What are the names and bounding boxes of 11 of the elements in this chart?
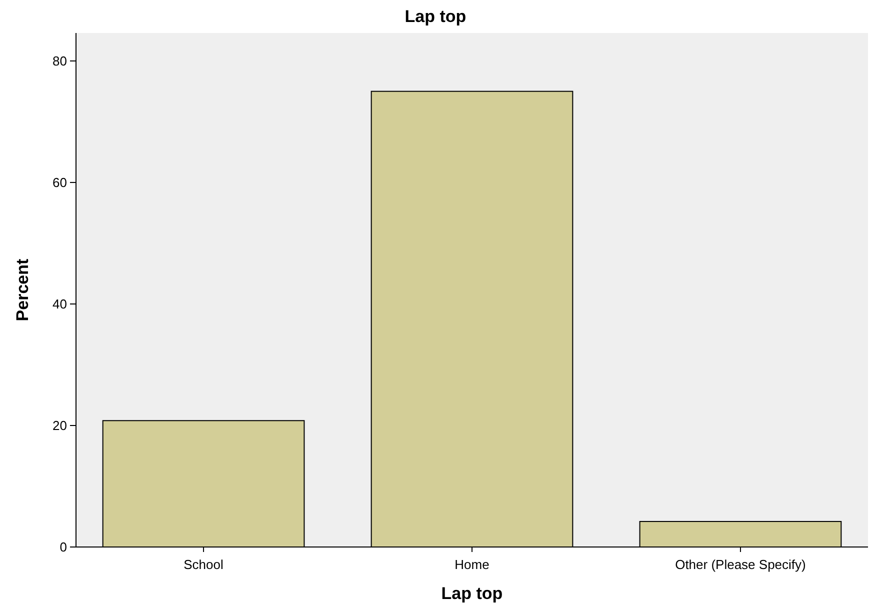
chart-title: Lap top <box>404 7 466 26</box>
x-tick-label: Other (Please Specify) <box>675 557 806 572</box>
y-tick-label: 20 <box>52 418 67 434</box>
y-tick-label: 0 <box>60 540 67 555</box>
x-axis-title: Lap top <box>441 584 503 603</box>
x-tick-label: School <box>184 557 224 572</box>
y-tick-label: 60 <box>52 175 67 190</box>
y-tick-label: 80 <box>52 54 67 68</box>
x-tick-label: Home <box>454 557 490 572</box>
y-tick-label: 40 <box>52 296 67 312</box>
y-axis-title: Percent <box>13 258 32 322</box>
